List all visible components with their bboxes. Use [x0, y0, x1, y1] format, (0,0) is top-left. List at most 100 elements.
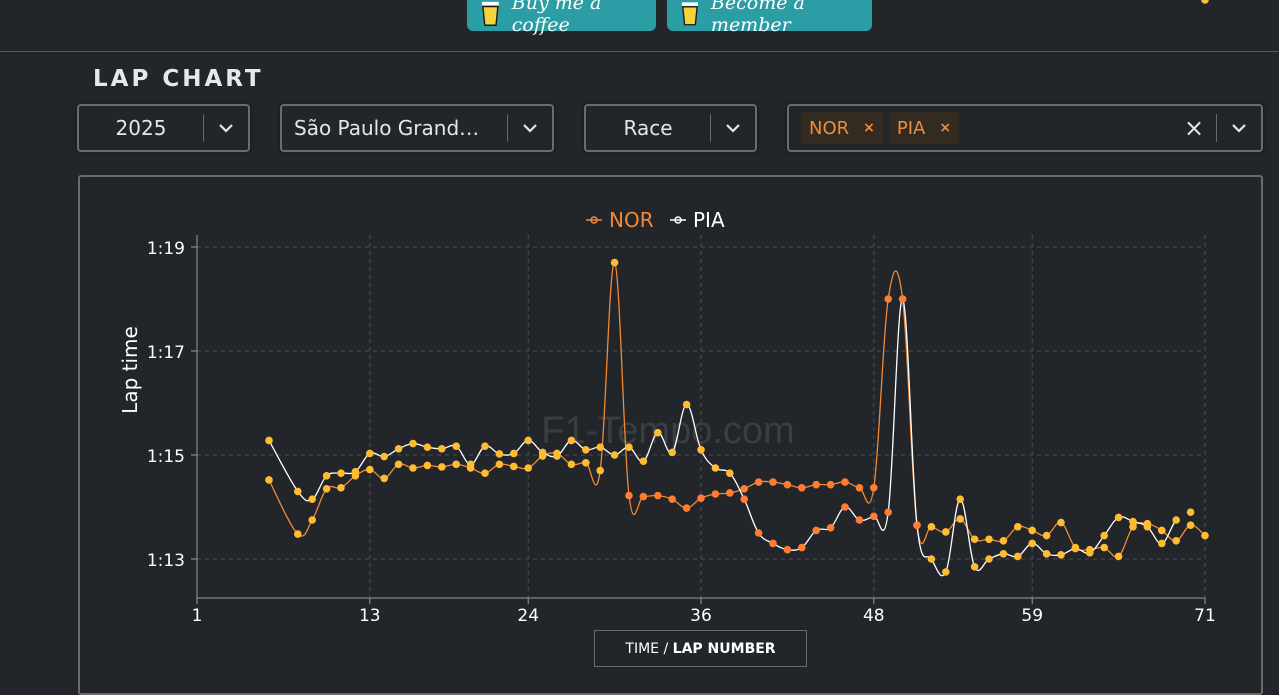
data-point-pia[interactable] — [452, 442, 461, 450]
remove-tag-icon[interactable]: × — [939, 120, 952, 136]
data-point-pia[interactable] — [1186, 508, 1195, 516]
data-point-pia[interactable] — [394, 444, 403, 453]
data-point-pia[interactable] — [927, 555, 936, 563]
data-point-pia[interactable] — [1201, 0, 1209, 4]
data-point-nor[interactable] — [452, 460, 461, 469]
data-point-nor[interactable] — [510, 462, 518, 471]
data-point-nor[interactable] — [495, 460, 504, 469]
x-axis-time-option[interactable]: TIME / — [625, 640, 669, 657]
become-member-button[interactable]: Become a member — [667, 0, 872, 36]
data-point-nor[interactable] — [322, 485, 331, 493]
x-axis-toggle-button[interactable]: TIME / LAP NUMBER — [594, 630, 807, 667]
data-point-nor[interactable] — [841, 478, 849, 486]
clear-all-icon[interactable]: × — [1183, 114, 1205, 142]
data-point-nor[interactable] — [697, 494, 705, 502]
data-point-pia[interactable] — [1071, 544, 1080, 553]
data-point-nor[interactable] — [985, 535, 993, 544]
data-point-pia[interactable] — [380, 452, 389, 461]
data-point-nor[interactable] — [769, 478, 777, 486]
data-point-pia[interactable] — [884, 508, 892, 516]
data-point-nor[interactable] — [394, 460, 403, 469]
data-point-pia[interactable] — [582, 446, 590, 454]
data-point-pia[interactable] — [366, 449, 374, 458]
data-point-nor[interactable] — [884, 295, 892, 303]
chevron-down-icon[interactable] — [1217, 123, 1261, 133]
data-point-pia[interactable] — [1143, 522, 1152, 531]
data-point-nor[interactable] — [999, 537, 1008, 545]
data-point-pia[interactable] — [812, 526, 820, 535]
data-point-pia[interactable] — [942, 568, 950, 576]
data-point-nor[interactable] — [1100, 543, 1108, 552]
data-point-pia[interactable] — [754, 529, 763, 537]
data-point-pia[interactable] — [438, 444, 446, 453]
data-point-nor[interactable] — [1114, 552, 1123, 561]
data-point-nor[interactable] — [582, 459, 590, 467]
data-point-nor[interactable] — [798, 483, 806, 492]
event-select[interactable]: São Paulo Grand… — [280, 104, 554, 152]
data-point-pia[interactable] — [970, 563, 979, 571]
legend[interactable]: NOR PIA — [586, 208, 725, 232]
data-point-pia[interactable] — [711, 464, 720, 472]
data-point-pia[interactable] — [1014, 552, 1022, 561]
data-point-nor[interactable] — [1172, 537, 1180, 545]
data-point-pia[interactable] — [783, 545, 792, 554]
data-point-nor[interactable] — [1042, 531, 1051, 540]
data-point-nor[interactable] — [783, 480, 792, 489]
data-point-pia[interactable] — [697, 446, 705, 454]
data-point-pia[interactable] — [1086, 548, 1094, 557]
chevron-down-icon[interactable] — [204, 123, 248, 133]
legend-item-nor[interactable]: NOR — [586, 208, 654, 232]
data-point-pia[interactable] — [826, 524, 835, 532]
data-point-pia[interactable] — [870, 512, 878, 521]
data-point-nor[interactable] — [1028, 526, 1036, 535]
data-point-pia[interactable] — [1158, 539, 1166, 548]
x-axis-lap-option[interactable]: LAP NUMBER — [672, 640, 776, 657]
data-point-nor[interactable] — [438, 463, 446, 471]
data-point-pia[interactable] — [567, 436, 576, 445]
data-point-nor[interactable] — [265, 476, 273, 484]
data-point-nor[interactable] — [711, 490, 720, 498]
data-point-nor[interactable] — [754, 478, 763, 486]
legend-item-pia[interactable]: PIA — [670, 208, 725, 232]
data-point-pia[interactable] — [956, 495, 964, 504]
data-point-pia[interactable] — [294, 487, 302, 496]
data-point-nor[interactable] — [942, 528, 950, 536]
data-point-nor[interactable] — [726, 489, 734, 497]
data-point-nor[interactable] — [337, 483, 345, 492]
data-point-nor[interactable] — [1129, 522, 1137, 531]
data-point-pia[interactable] — [1129, 517, 1137, 526]
data-point-nor[interactable] — [654, 491, 662, 500]
data-point-pia[interactable] — [596, 443, 604, 452]
data-point-pia[interactable] — [466, 460, 475, 469]
data-point-pia[interactable] — [913, 521, 921, 529]
data-point-nor[interactable] — [855, 483, 864, 492]
data-point-nor[interactable] — [409, 464, 417, 472]
data-point-pia[interactable] — [654, 428, 662, 437]
remove-tag-icon[interactable]: × — [863, 120, 875, 136]
data-point-pia[interactable] — [337, 469, 345, 478]
data-point-nor[interactable] — [524, 464, 532, 472]
data-point-nor[interactable] — [481, 469, 489, 478]
data-point-nor[interactable] — [1057, 518, 1065, 527]
data-point-pia[interactable] — [841, 503, 849, 511]
data-point-pia[interactable] — [308, 495, 317, 504]
data-point-pia[interactable] — [495, 450, 504, 458]
data-point-pia[interactable] — [769, 539, 777, 548]
data-point-pia[interactable] — [1028, 539, 1036, 548]
data-point-nor[interactable] — [567, 460, 576, 469]
data-point-pia[interactable] — [351, 467, 360, 476]
data-point-pia[interactable] — [538, 448, 547, 457]
data-point-pia[interactable] — [855, 516, 864, 524]
data-point-nor[interactable] — [308, 516, 317, 524]
data-point-nor[interactable] — [610, 258, 619, 267]
data-point-pia[interactable] — [898, 295, 907, 303]
session-select[interactable]: Race — [584, 104, 757, 152]
data-point-nor[interactable] — [970, 535, 979, 544]
data-point-nor[interactable] — [380, 474, 389, 483]
data-point-pia[interactable] — [1057, 551, 1065, 559]
data-point-pia[interactable] — [985, 555, 993, 563]
data-point-pia[interactable] — [510, 449, 518, 458]
data-point-nor[interactable] — [625, 491, 633, 500]
data-point-nor[interactable] — [423, 461, 432, 470]
data-point-pia[interactable] — [409, 439, 417, 448]
